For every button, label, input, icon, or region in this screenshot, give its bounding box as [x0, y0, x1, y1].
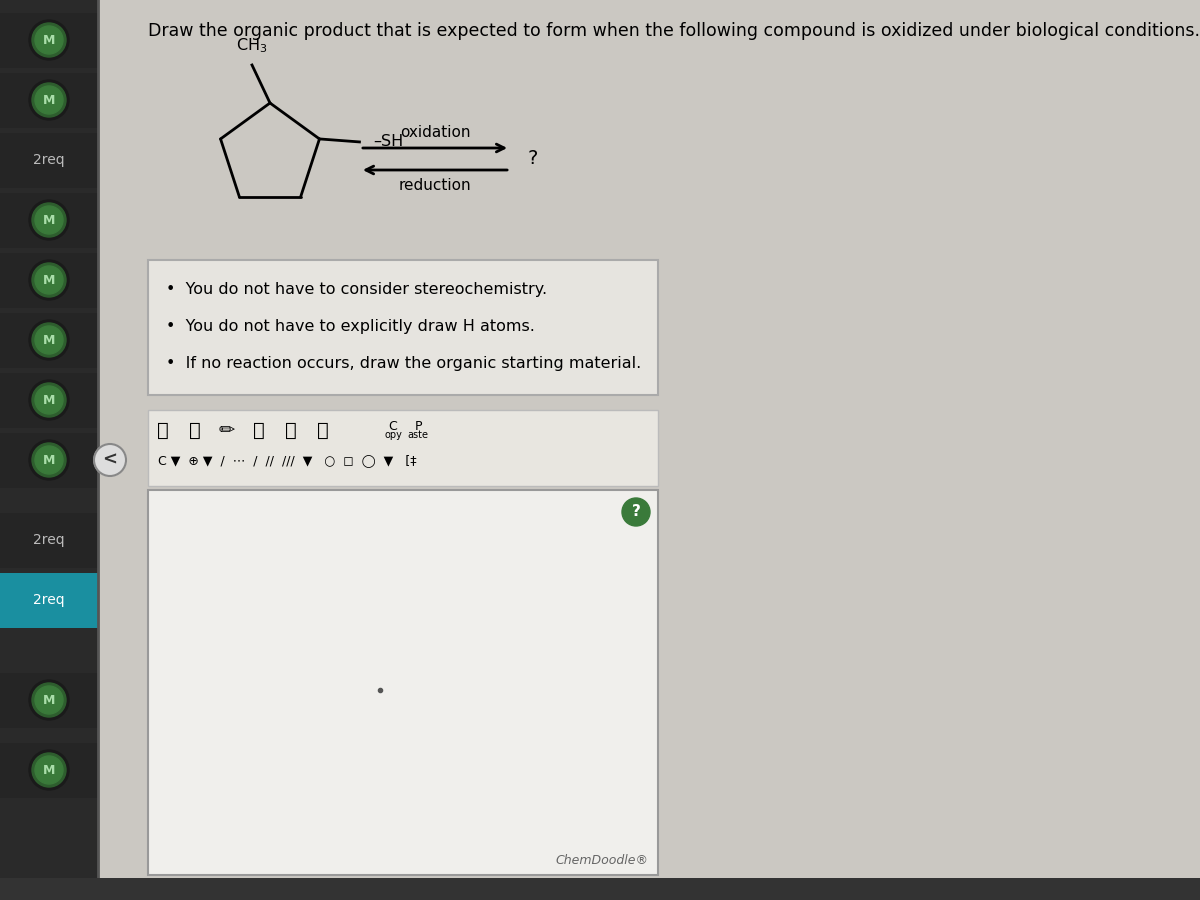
Circle shape [35, 86, 64, 114]
Circle shape [94, 444, 126, 476]
Bar [0, 133, 98, 188]
Text: aste: aste [408, 430, 428, 440]
Text: ?: ? [528, 149, 539, 168]
Bar [0, 573, 98, 628]
Circle shape [35, 326, 64, 354]
Bar [0, 878, 1200, 900]
Bar [0, 74, 96, 126]
Circle shape [29, 20, 70, 60]
Bar [0, 73, 98, 128]
Bar [0, 674, 96, 726]
Circle shape [32, 203, 66, 237]
Circle shape [32, 323, 66, 357]
Circle shape [32, 683, 66, 717]
Bar [0, 744, 96, 796]
Circle shape [29, 750, 70, 790]
Text: M: M [43, 33, 55, 47]
Text: 🔔: 🔔 [190, 420, 200, 439]
Text: 🔍: 🔍 [286, 420, 296, 439]
Circle shape [35, 756, 64, 784]
Circle shape [29, 320, 70, 360]
Bar [0, 314, 96, 366]
Text: M: M [43, 334, 55, 346]
Circle shape [29, 380, 70, 420]
Text: •  If no reaction occurs, draw the organic starting material.: • If no reaction occurs, draw the organi… [166, 356, 641, 371]
Text: ✋: ✋ [157, 420, 169, 439]
Text: M: M [43, 274, 55, 286]
Circle shape [29, 80, 70, 120]
Bar [0, 514, 96, 566]
Circle shape [622, 498, 650, 526]
Text: M: M [43, 94, 55, 106]
Bar [0, 374, 96, 426]
Bar [0, 0, 98, 900]
Circle shape [29, 680, 70, 720]
Circle shape [32, 23, 66, 57]
Circle shape [35, 26, 64, 54]
Bar [0, 574, 96, 626]
Circle shape [35, 446, 64, 474]
Circle shape [29, 200, 70, 240]
Text: <: < [102, 451, 118, 469]
Bar [148, 260, 658, 395]
Text: M: M [43, 393, 55, 407]
Bar [148, 490, 658, 875]
Circle shape [32, 443, 66, 477]
Bar [148, 410, 658, 486]
Bar [0, 743, 98, 798]
Bar [0, 433, 98, 488]
Text: P: P [414, 420, 421, 433]
Bar [0, 193, 98, 248]
Circle shape [32, 383, 66, 417]
Bar [0, 134, 96, 186]
Text: 2req: 2req [34, 593, 65, 607]
Bar [0, 14, 96, 66]
Text: 🔍: 🔍 [317, 420, 329, 439]
Text: •  You do not have to consider stereochemistry.: • You do not have to consider stereochem… [166, 282, 547, 297]
Text: ?: ? [631, 505, 641, 519]
Text: oxidation: oxidation [400, 125, 470, 140]
Text: reduction: reduction [398, 178, 472, 193]
Circle shape [29, 440, 70, 480]
Bar [0, 253, 98, 308]
Text: 2req: 2req [34, 153, 65, 167]
Text: ChemDoodle®: ChemDoodle® [554, 854, 648, 867]
Bar [0, 513, 98, 568]
Bar [0, 434, 96, 486]
Text: •  You do not have to explicitly draw H atoms.: • You do not have to explicitly draw H a… [166, 319, 535, 334]
Circle shape [32, 263, 66, 297]
Circle shape [32, 83, 66, 117]
Bar [0, 313, 98, 368]
Bar [0, 13, 98, 68]
Text: C: C [389, 420, 397, 433]
Text: C ▼  ⊕ ▼  /  ⋯  /  //  ///  ▼   ○  ◻  ◯  ▼   [‡: C ▼ ⊕ ▼ / ⋯ / // /// ▼ ○ ◻ ◯ ▼ [‡ [158, 455, 416, 469]
Circle shape [29, 260, 70, 300]
Text: M: M [43, 694, 55, 706]
Text: M: M [43, 763, 55, 777]
Text: 🪄: 🪄 [253, 420, 265, 439]
Text: CH$_3$: CH$_3$ [236, 36, 268, 55]
Bar [0, 373, 98, 428]
Circle shape [35, 266, 64, 294]
Circle shape [35, 206, 64, 234]
Bar [0, 673, 98, 728]
Bar [0, 254, 96, 306]
Text: Draw the organic product that is expected to form when the following compound is: Draw the organic product that is expecte… [148, 22, 1200, 40]
Circle shape [32, 753, 66, 787]
Text: M: M [43, 213, 55, 227]
Circle shape [35, 386, 64, 414]
Text: ✏: ✏ [218, 420, 235, 439]
Circle shape [35, 686, 64, 714]
Text: M: M [43, 454, 55, 466]
Text: opy: opy [384, 430, 402, 440]
Bar [0, 194, 96, 246]
Text: 2req: 2req [34, 533, 65, 547]
Text: –SH: –SH [373, 134, 403, 149]
